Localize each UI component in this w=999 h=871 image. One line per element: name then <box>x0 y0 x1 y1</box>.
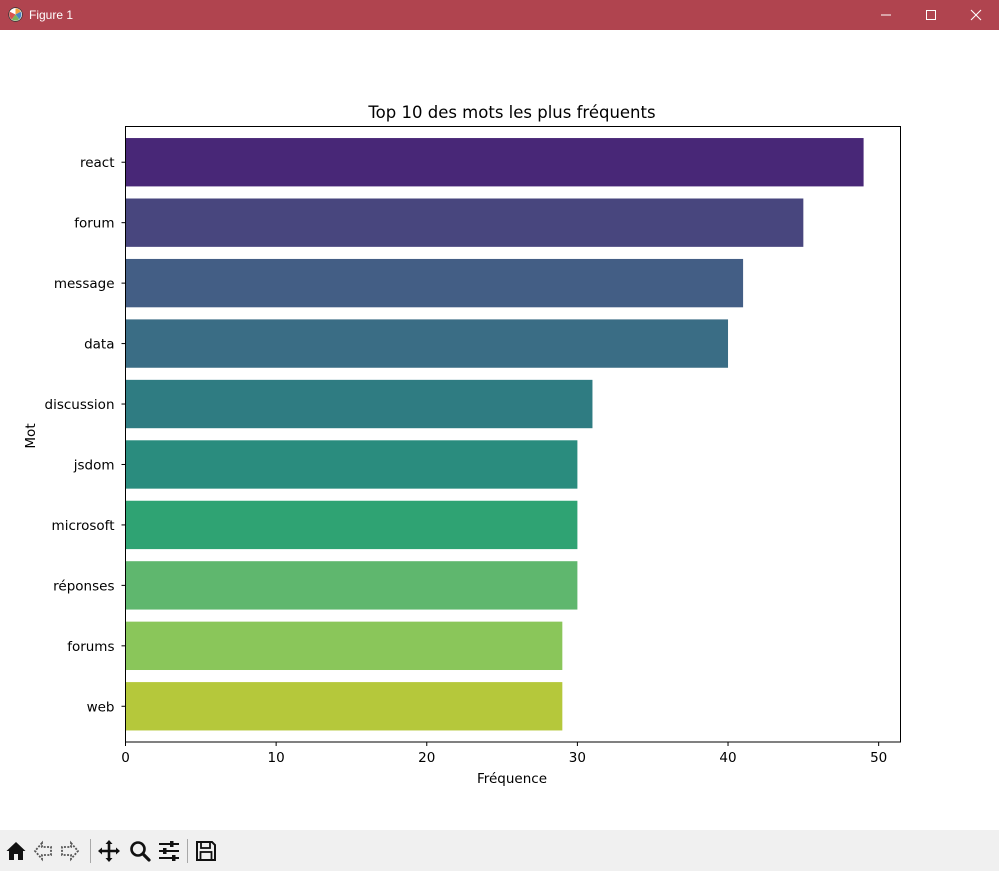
y-tick-label: web <box>87 699 115 715</box>
figure-canvas[interactable]: Top 10 des mots les plus fréquents react… <box>0 30 999 830</box>
bar-réponses <box>125 561 578 610</box>
y-tick-label: message <box>54 276 115 292</box>
bar-message <box>125 258 744 308</box>
forward-button[interactable] <box>57 838 83 864</box>
close-button[interactable] <box>953 0 999 30</box>
pan-icon <box>98 840 120 862</box>
y-tick-label: react <box>80 155 115 171</box>
y-tick-label: réponses <box>53 578 114 594</box>
x-tick-label: 20 <box>418 750 435 766</box>
bar-web <box>125 682 563 731</box>
bar-forum <box>125 198 804 247</box>
forward-icon <box>61 840 80 862</box>
x-tick-label: 30 <box>569 750 586 766</box>
bar-microsoft <box>125 500 578 550</box>
toolbar-separator <box>90 839 91 863</box>
home-icon <box>6 842 26 860</box>
zoom-button[interactable] <box>127 838 153 864</box>
back-icon <box>33 840 52 862</box>
chart-title: Top 10 des mots les plus fréquents <box>367 103 655 122</box>
close-icon <box>970 9 982 21</box>
y-tick-label: forum <box>74 216 114 232</box>
maximize-button[interactable] <box>908 0 954 30</box>
maximize-icon <box>926 10 936 20</box>
bar-discussion <box>125 379 593 429</box>
x-tick-label: 50 <box>870 750 887 766</box>
save-button[interactable] <box>193 838 219 864</box>
bar-jsdom <box>125 440 578 489</box>
y-tick-label: discussion <box>45 397 115 413</box>
y-tick-label: microsoft <box>52 518 115 534</box>
bar-forums <box>125 621 563 671</box>
back-button[interactable] <box>30 838 56 864</box>
zoom-icon <box>130 841 151 862</box>
configure-subplots-button[interactable] <box>156 838 182 864</box>
bar-chart: Top 10 des mots les plus fréquents react… <box>23 103 901 787</box>
matplotlib-logo-icon <box>8 7 23 22</box>
toolbar-separator <box>187 839 188 863</box>
x-tick-label: 10 <box>268 750 285 766</box>
minimize-button[interactable] <box>863 0 909 30</box>
bar-react <box>125 138 864 187</box>
bar-data <box>125 319 729 368</box>
pan-button[interactable] <box>96 838 122 864</box>
x-tick-label: 40 <box>719 750 736 766</box>
x-tick-label: 0 <box>121 750 130 766</box>
navigation-toolbar <box>0 830 999 871</box>
y-tick-label: jsdom <box>73 457 115 473</box>
y-tick-label: forums <box>67 639 114 655</box>
configure-subplots-icon <box>159 841 179 861</box>
y-tick-label: data <box>84 337 114 353</box>
save-icon <box>196 841 216 861</box>
window-title: Figure 1 <box>29 8 74 22</box>
x-axis-label: Fréquence <box>477 771 547 787</box>
y-axis-label: Mot <box>23 423 39 448</box>
minimize-icon <box>881 14 891 16</box>
title-bar: Figure 1 <box>0 0 999 30</box>
home-button[interactable] <box>3 838 29 864</box>
plot-frame <box>125 126 901 743</box>
